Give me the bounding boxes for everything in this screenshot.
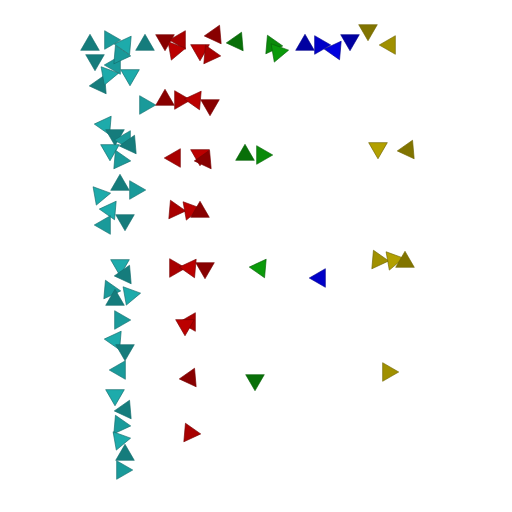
point xyxy=(257,146,273,165)
point xyxy=(140,96,156,115)
point xyxy=(117,461,133,480)
point xyxy=(136,34,155,50)
point xyxy=(194,150,218,174)
point xyxy=(106,150,130,174)
point xyxy=(204,25,228,49)
point xyxy=(226,32,250,56)
point xyxy=(94,216,110,235)
point xyxy=(196,45,220,69)
chart xyxy=(0,0,512,512)
point xyxy=(383,363,399,382)
point xyxy=(201,100,220,116)
point xyxy=(191,201,210,217)
point xyxy=(249,254,273,278)
point xyxy=(396,251,415,267)
point xyxy=(359,25,378,41)
point xyxy=(236,144,255,160)
point xyxy=(309,269,325,288)
point xyxy=(156,89,175,105)
point xyxy=(116,215,135,231)
point xyxy=(161,200,185,224)
point xyxy=(106,426,131,450)
point xyxy=(364,250,388,274)
point xyxy=(114,265,138,289)
point xyxy=(176,423,200,447)
point xyxy=(196,263,215,279)
series-1 xyxy=(156,25,229,447)
point xyxy=(111,174,130,190)
series-2 xyxy=(226,32,288,390)
point xyxy=(246,375,265,391)
point xyxy=(115,311,131,330)
point xyxy=(176,312,199,336)
series-4 xyxy=(359,25,422,382)
series-0 xyxy=(81,31,156,480)
point xyxy=(106,382,129,406)
point xyxy=(296,34,315,50)
plot-area xyxy=(81,25,422,480)
point xyxy=(264,38,289,62)
point xyxy=(116,345,135,361)
point xyxy=(379,36,395,55)
point xyxy=(397,140,421,164)
point xyxy=(161,36,186,60)
point xyxy=(369,135,392,159)
point xyxy=(94,61,119,85)
point xyxy=(81,34,100,50)
point xyxy=(106,45,130,69)
point xyxy=(164,149,180,168)
point xyxy=(179,368,203,392)
point xyxy=(86,181,111,205)
point xyxy=(109,361,125,380)
point xyxy=(130,181,146,200)
point xyxy=(116,444,135,460)
point xyxy=(121,62,144,86)
point xyxy=(106,289,125,305)
series-3 xyxy=(296,34,360,287)
point xyxy=(341,35,360,51)
